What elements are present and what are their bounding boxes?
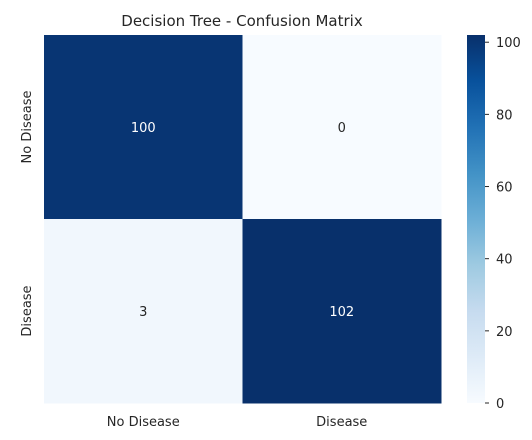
colorbar-tick-label: 100	[496, 36, 521, 51]
x-tick-label: No Disease	[107, 415, 180, 430]
cell-annotation: 0	[338, 121, 346, 136]
colorbar-scale	[467, 35, 485, 403]
chart-title: Decision Tree - Confusion Matrix	[121, 12, 363, 30]
cell-annotation: 3	[139, 305, 147, 320]
cell-annotation: 102	[329, 305, 354, 320]
y-tick-label: Disease	[20, 285, 35, 336]
cell-annotation: 100	[131, 121, 156, 136]
y-tick-label: No Disease	[20, 91, 35, 164]
colorbar-tick-label: 0	[496, 397, 504, 412]
x-tick-labels: No Disease Disease	[107, 415, 368, 430]
y-tick-labels: No Disease Disease	[20, 91, 35, 337]
colorbar-tick-label: 60	[496, 181, 513, 196]
colorbar: 0 20 40 60 80 100	[467, 35, 521, 412]
colorbar-tick-label: 40	[496, 253, 513, 268]
colorbar-tick-label: 80	[496, 108, 513, 123]
x-tick-label: Disease	[316, 415, 367, 430]
colorbar-tick-label: 20	[496, 325, 513, 340]
heatmap-cells	[44, 35, 442, 404]
